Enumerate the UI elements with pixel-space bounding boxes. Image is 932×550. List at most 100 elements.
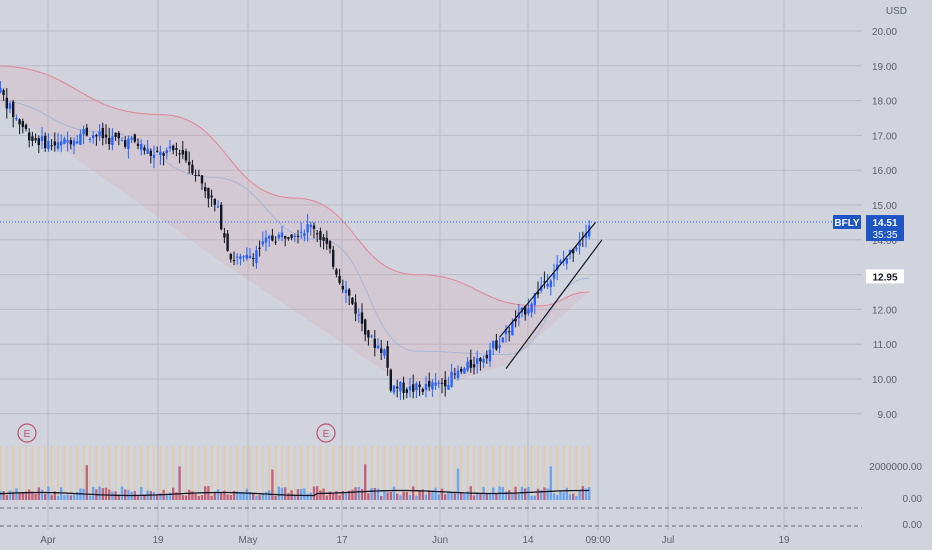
- candle-body: [351, 297, 354, 304]
- candle-body: [213, 198, 216, 205]
- volume-bar: [53, 491, 56, 500]
- volume-bar: [18, 493, 21, 500]
- candle-body: [514, 318, 517, 322]
- candle-body: [354, 302, 357, 314]
- volume-background-bar: [524, 446, 526, 500]
- candle-body: [328, 241, 332, 249]
- volume-bar: [60, 487, 63, 500]
- candle-body: [319, 231, 322, 240]
- volume-bar: [271, 469, 274, 500]
- candle-body: [79, 133, 82, 145]
- candle-body: [373, 338, 376, 348]
- volume-bar: [236, 491, 239, 500]
- candle-body: [428, 380, 431, 387]
- volume-bar: [431, 490, 434, 500]
- candle-body: [543, 281, 546, 283]
- candle-body: [277, 234, 280, 239]
- volume-bar: [280, 487, 284, 500]
- volume-background-bar: [0, 446, 2, 500]
- volume-bar: [581, 486, 584, 500]
- candle-body: [50, 145, 53, 147]
- volume-bar: [415, 495, 418, 500]
- candle-body: [47, 140, 50, 150]
- volume-bar: [450, 492, 453, 500]
- marker-price-tag: [866, 269, 904, 284]
- volume-background-bar: [505, 446, 507, 500]
- candle-body: [31, 136, 34, 142]
- candle-body: [8, 103, 12, 109]
- volume-background-bar: [44, 446, 46, 500]
- volume-background-bar: [114, 446, 117, 500]
- y-tick-label: 19.00: [872, 62, 897, 73]
- volume-background-bar: [108, 446, 110, 500]
- candle-body: [236, 256, 239, 258]
- candle-body: [332, 249, 335, 267]
- candle-body: [287, 237, 290, 239]
- volume-bar: [232, 490, 236, 500]
- candle-body: [383, 349, 386, 356]
- volume-background-bar: [230, 446, 232, 500]
- volume-background-bar: [249, 446, 251, 500]
- volume-background-bar: [492, 446, 494, 500]
- volume-bar: [156, 493, 159, 500]
- volume-background-bar: [185, 446, 187, 500]
- volume-bar: [229, 494, 232, 500]
- volume-background-bar: [351, 446, 354, 500]
- volume-background-bar: [153, 446, 155, 500]
- candle-body: [124, 140, 127, 147]
- volume-background-bar: [63, 446, 66, 500]
- candle-body: [114, 132, 117, 138]
- volume-bar: [472, 495, 476, 500]
- candle-body: [21, 121, 24, 128]
- volume-bar: [588, 487, 591, 500]
- candle-body: [5, 97, 8, 109]
- volume-background-bar: [434, 446, 437, 500]
- candle-body: [466, 361, 469, 371]
- y-tick-label: 11.00: [873, 340, 898, 351]
- candle-body: [44, 135, 47, 149]
- volume-bar: [200, 495, 204, 500]
- volume-bar: [559, 490, 562, 500]
- candle-body: [101, 127, 104, 139]
- candle-body: [412, 384, 415, 392]
- candle-body: [127, 138, 130, 150]
- candle-body: [399, 381, 402, 392]
- candle-body: [143, 147, 146, 151]
- volume-bar: [220, 492, 223, 500]
- volume-bar: [76, 491, 79, 500]
- candle-body: [517, 312, 520, 319]
- candle-body: [229, 253, 232, 260]
- volume-bar: [396, 493, 399, 500]
- volume-bar: [437, 494, 440, 500]
- volume-background-bar: [402, 446, 405, 500]
- candle-body: [565, 258, 568, 264]
- candle-body: [533, 293, 536, 305]
- volume-bar: [136, 495, 140, 500]
- volume-background-bar: [422, 446, 424, 500]
- candle-body: [360, 312, 364, 324]
- volume-background-bar: [57, 446, 59, 500]
- y-tick-label: 10.00: [872, 375, 897, 386]
- candle-body: [549, 280, 552, 288]
- volume-bar: [495, 493, 498, 500]
- volume-background-bar: [473, 446, 475, 500]
- volume-bar: [213, 492, 216, 500]
- volume-background-bar: [172, 446, 174, 500]
- volume-background-bar: [306, 446, 309, 500]
- candle-body: [98, 131, 101, 137]
- candle-body: [76, 141, 79, 144]
- volume-bar: [178, 466, 181, 500]
- volume-background-bar: [287, 446, 290, 500]
- volume-background-bar: [76, 446, 78, 500]
- volume-bar: [575, 495, 578, 500]
- x-tick-label: Jun: [432, 535, 448, 546]
- volume-bar: [351, 489, 354, 500]
- volume-background-bar: [530, 446, 533, 500]
- candle-body: [261, 241, 264, 245]
- candle-body: [12, 101, 15, 118]
- x-tick-label: 19: [778, 535, 790, 546]
- candle-body: [447, 384, 450, 390]
- volume-background-bar: [479, 446, 482, 500]
